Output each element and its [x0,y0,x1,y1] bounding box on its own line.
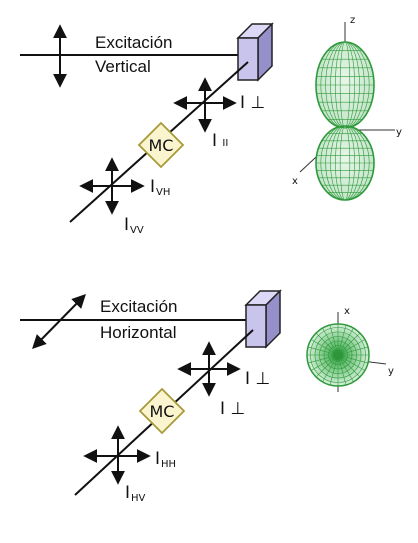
disk-spoke [311,339,339,356]
bottom-excitation-label-line2: Horizontal [100,323,177,342]
disk-spoke [315,354,339,378]
disk-spoke [307,346,339,356]
disk-spoke [322,354,339,382]
disk-spoke [307,354,339,364]
bottom-analyzer-arrows-upper [177,341,241,397]
disk-spoke [337,346,369,356]
top-sample-cuvette [236,22,274,82]
bottom-excitation-label-line1: Excitación [100,297,177,316]
bottom-emission-disk: x y [306,306,394,392]
disk-spoke [329,324,339,356]
top-axis-z: z [350,15,355,26]
top-i-vv-label: IVV [124,215,144,236]
disk-spoke [322,328,339,356]
disk-spoke [337,328,354,356]
bottom-axis-y: y [388,366,394,377]
bottom-horizontal-polarization-arrow [32,294,86,349]
disk-spoke [337,324,347,356]
disk-spoke [311,354,339,371]
bottom-analyzer-arrows-lower [83,425,151,485]
disk-spoke [337,354,365,371]
top-panel: Excitación Vertical I ⊥ I II MC IVH IVV [20,15,402,236]
top-excitation-label-line2: Vertical [95,57,151,76]
bottom-monochromator: MC [138,387,186,435]
bottom-axis-x: x [344,306,350,317]
disk-spoke [329,354,339,386]
disk-spoke [337,332,361,356]
disk-spoke [315,332,339,356]
top-monochromator: MC [137,121,185,169]
disk-spoke [337,339,365,356]
top-analyzer-arrows-upper [173,77,237,133]
disk-spoke [337,354,369,364]
top-i-perp-label: I ⊥ [240,93,265,113]
top-axis-x: x [292,176,298,187]
top-axis-y: y [396,127,402,138]
bottom-i-hv-label: IHV [125,483,146,504]
disk-spoke [337,354,361,378]
svg-text:MC: MC [150,402,175,421]
bottom-i-perp1-label: I ⊥ [245,369,270,389]
top-i-vh-label: IVH [150,177,170,198]
svg-text:MC: MC [149,136,174,155]
bottom-panel: Excitación Horizontal I ⊥ I ⊥ MC IHH IHV [20,289,394,504]
disk-spoke [337,354,354,382]
bottom-i-hh-label: IHH [155,449,176,470]
top-i-par-label: I II [212,131,228,151]
bottom-sample-cuvette [244,289,282,349]
disk-spoke [337,354,347,386]
bottom-i-perp2-label: I ⊥ [220,399,245,419]
top-emission-lobes: z y x [292,15,402,201]
top-excitation-label-line1: Excitación [95,33,172,52]
top-analyzer-arrows-lower [79,157,145,215]
